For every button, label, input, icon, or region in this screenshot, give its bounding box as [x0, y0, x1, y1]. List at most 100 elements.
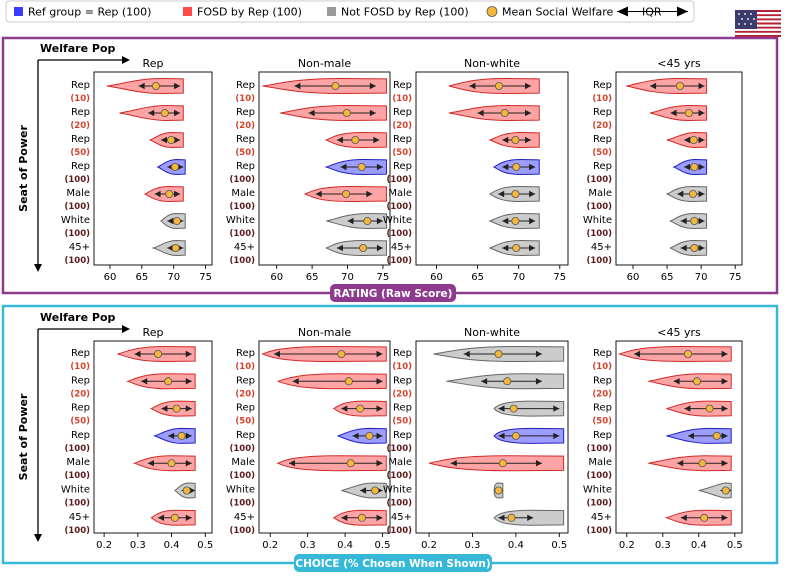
mean-marker [346, 459, 355, 468]
iqr-arrow-right [525, 136, 532, 144]
row-n-label: (50) [70, 148, 90, 158]
row-n-label: (100) [586, 229, 612, 239]
iqr-arrow-right [698, 190, 705, 198]
mean-marker [494, 82, 503, 91]
panel-axes [258, 71, 391, 266]
iqr-arrow-right [185, 405, 192, 412]
x-tick-label: 0.3 [465, 540, 481, 551]
row-label: Rep [393, 375, 412, 386]
iqr-arrow-right [525, 82, 532, 90]
row-n-label: (10) [392, 94, 412, 104]
row-n-label: (100) [386, 229, 412, 239]
row-n-label: (50) [392, 148, 412, 158]
mean-marker [182, 486, 191, 495]
iqr-arrow-left [336, 244, 343, 252]
row-n-label: (100) [229, 256, 255, 266]
mean-marker [172, 404, 181, 413]
row-label: Rep [236, 348, 255, 359]
row-n-label: (50) [592, 148, 612, 158]
x-tick-label: 0.3 [300, 540, 316, 551]
iqr-arrow-right [529, 190, 536, 198]
row-label: 45+ [591, 242, 612, 253]
row-n-label: (100) [64, 256, 90, 266]
row-n-label: (100) [64, 229, 90, 239]
iqr-arrow-right [698, 136, 705, 144]
row-label: White [583, 485, 612, 496]
iqr-arrow-right [525, 109, 532, 117]
panel-0: Rep 60 65 70 75 Rep (10) Rep (20) Rep (50) Rep (100)… [61, 57, 213, 283]
row-n-label: (20) [235, 121, 255, 131]
iqr-arrow-right [721, 350, 728, 358]
iqr-arrow-left [463, 350, 470, 358]
iqr-arrow-right [527, 514, 534, 521]
mean-marker [331, 82, 340, 91]
mean-marker [171, 243, 180, 252]
mean-marker [171, 162, 180, 171]
row-n-label: (100) [586, 444, 612, 454]
iqr-arrow-left [134, 350, 141, 358]
panel-title: Non-white [464, 57, 520, 70]
row-label: White [583, 215, 612, 226]
mean-marker [498, 459, 507, 468]
iqr-arrow-left [498, 432, 505, 440]
iqr-arrow-left [341, 405, 348, 412]
row-label: Rep [236, 430, 255, 441]
iqr-arrow-left [360, 487, 367, 494]
iqr-arrow-left [677, 460, 684, 467]
row-label: Rep [393, 107, 412, 118]
mean-marker [167, 135, 176, 144]
row-label: Rep [593, 403, 612, 414]
panel-axes [415, 71, 569, 266]
iqr-arrow-right [721, 405, 728, 412]
iqr-arrow-right [185, 378, 192, 385]
iqr-arrow-right [185, 432, 192, 440]
x-tick-label: 0.4 [337, 540, 353, 551]
x-tick-label: 65 [471, 272, 484, 283]
x-tick-label: 70 [512, 272, 525, 283]
iqr-arrow-right [376, 244, 383, 252]
row-n-label: (50) [392, 417, 412, 427]
iqr-arrow-left [684, 163, 691, 171]
us-flag-icon [735, 10, 781, 37]
iqr-arrow-right [174, 190, 181, 198]
row-label: White [226, 215, 255, 226]
row-n-label: (20) [592, 121, 612, 131]
iqr-arrow-right [174, 136, 181, 144]
iqr-arrow-right [535, 378, 542, 385]
mean-marker [371, 486, 380, 495]
iqr-arrow-left [673, 378, 680, 385]
mean-marker [511, 189, 520, 198]
iqr-arrow-right [698, 244, 705, 252]
row-n-label: (100) [586, 175, 612, 185]
row-n-label: (100) [386, 526, 412, 536]
iqr-arrow-left [680, 244, 687, 252]
iqr-arrow-left [502, 244, 509, 252]
x-tick-label: 75 [553, 272, 566, 283]
mean-marker [509, 404, 518, 413]
iqr-arrow-right [185, 350, 192, 358]
iqr-arrow-left [498, 514, 505, 521]
x-tick-label: 0.2 [262, 540, 278, 551]
panel-title: <45 yrs [657, 57, 701, 70]
x-tick-label: 0.5 [727, 540, 743, 551]
row-n-label: (10) [235, 94, 255, 104]
mean-marker [676, 82, 685, 91]
mean-marker [165, 189, 174, 198]
mean-marker [344, 377, 353, 386]
iqr-arrow-left [308, 109, 315, 117]
mean-marker [511, 135, 520, 144]
welfare-pop-label: Welfare Pop [40, 42, 116, 55]
row-n-label: (100) [586, 202, 612, 212]
mean-marker [494, 486, 503, 495]
mean-marker [164, 377, 173, 386]
panel-axes [93, 71, 213, 266]
panel-2: Non-white 60 65 70 75 Rep (10) Rep (20) Rep (50) Re… [383, 57, 569, 283]
iqr-arrow-right [698, 217, 705, 225]
choice-badge: CHOICE (% Chosen When Shown) [294, 554, 492, 572]
iqr-arrow-right [535, 350, 542, 358]
iqr-arrow-right [185, 514, 192, 521]
mean-marker [342, 109, 351, 118]
row-label: Rep [393, 134, 412, 145]
mean-marker [160, 109, 169, 118]
